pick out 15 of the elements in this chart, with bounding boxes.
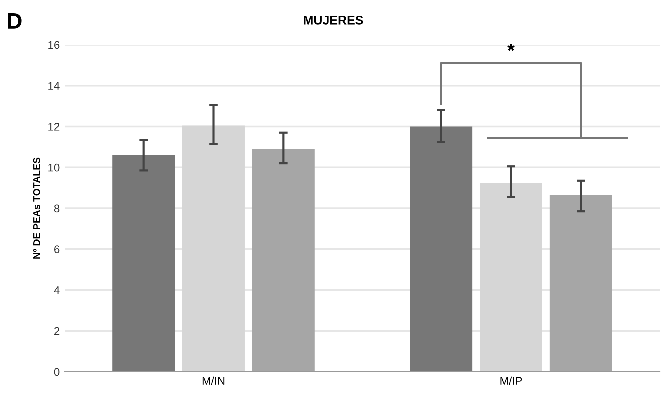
y-tick-label: 10	[48, 164, 60, 172]
y-axis-title: Nº DE PEAs TOTALES	[33, 158, 40, 259]
y-tick-label: 16	[48, 41, 60, 50]
text: D	[8, 14, 22, 29]
y-tick-label: 6	[54, 246, 60, 254]
y-tick-label: 8	[54, 204, 60, 213]
annotation: *	[508, 44, 516, 52]
y-tick-label: 2	[54, 327, 60, 336]
chart-title: MUJERES	[304, 16, 364, 25]
y-tick-label: 0	[54, 368, 60, 376]
y-tick-label: 4	[54, 286, 60, 294]
x-tick-label: M/IP	[500, 376, 522, 386]
y-tick-label: 12	[48, 123, 60, 131]
x-tick-label: M/IN	[202, 376, 225, 386]
y-tick-label: 14	[48, 82, 60, 90]
